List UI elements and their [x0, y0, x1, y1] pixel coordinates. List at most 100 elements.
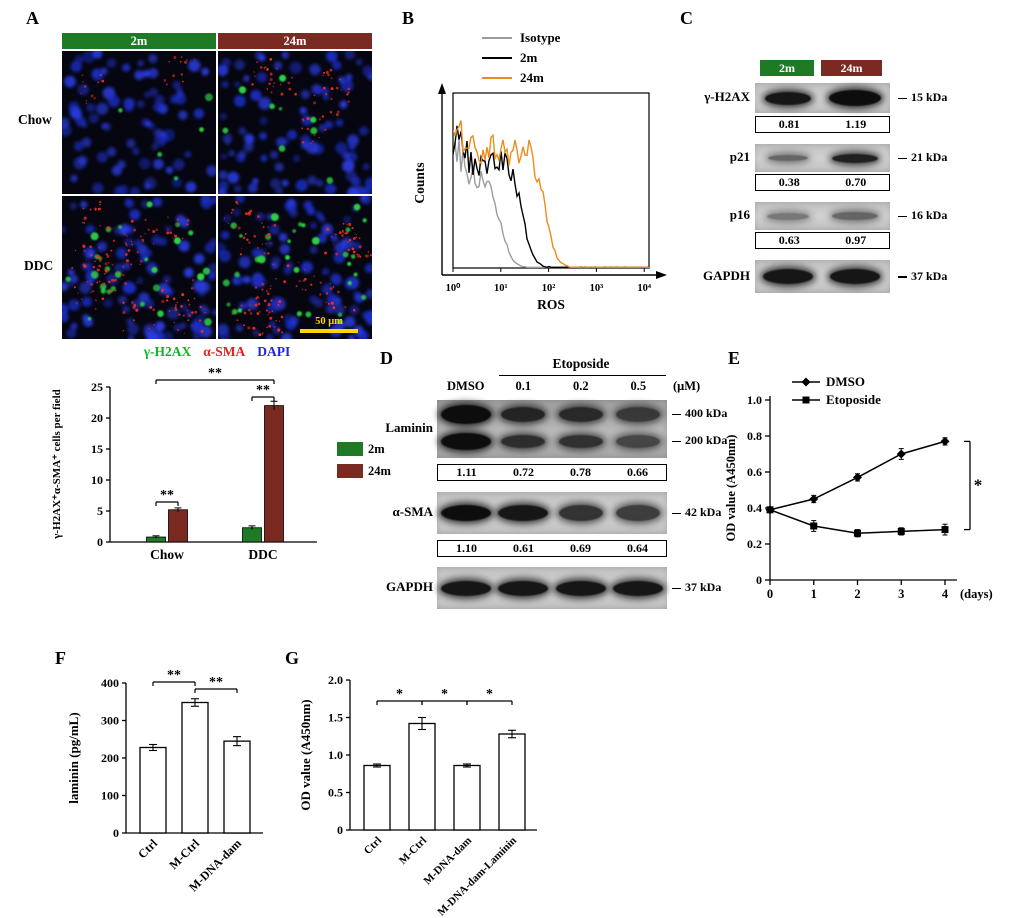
x-tick-label: 0: [767, 587, 773, 601]
y-tick-label: 20: [91, 411, 103, 425]
x-tick-label: 10⁴: [637, 283, 652, 294]
quant-value: 0.81: [778, 117, 800, 131]
blot-band: [558, 406, 603, 422]
quantification-values: 0.81 1.19: [755, 116, 890, 133]
legend-item-Isotype: Isotype: [482, 30, 560, 46]
column-header-2m: 2m: [62, 33, 216, 49]
significance-bracket: [194, 688, 238, 693]
marker-square: [810, 522, 818, 530]
column-header-24m: 24m: [218, 33, 372, 49]
y-tick-label: 0: [113, 826, 119, 840]
blot-strip-GAPDH: [437, 567, 667, 609]
kda-label: 37 kDa: [898, 269, 947, 284]
quant-value: 1.11: [456, 465, 477, 479]
y-axis-arrow: [438, 83, 446, 94]
significance-label: *: [396, 687, 403, 702]
y-tick-label: 1.0: [747, 393, 762, 407]
panel-c-western-blots: 2m 24m γ-H2AX 15 kDa 0.81 1.19 p21 21 kDa 0.38 0.…: [680, 50, 1020, 350]
quant-value: 1.19: [845, 117, 867, 131]
marker-diamond: [940, 436, 950, 446]
x-category-label: M-DNA-dam-Laminin: [435, 835, 519, 918]
legend-label: 24m: [368, 464, 392, 478]
bar-Chow-24m: [168, 509, 188, 543]
error-bar: [418, 716, 426, 731]
blot-strip-γ-H2AX: [755, 83, 890, 113]
axes: [765, 396, 957, 585]
flow-curve-2m: [453, 125, 649, 268]
protein-label-α-SMA: α-SMA: [392, 504, 433, 519]
quant-value: 0.72: [513, 465, 534, 479]
legend-line-swatch: [482, 36, 512, 40]
error-bar: [508, 729, 516, 739]
kda-label: 21 kDa: [898, 150, 947, 165]
quant-value: 0.66: [627, 465, 648, 479]
blot-band: [832, 153, 878, 163]
blot-band: [501, 434, 546, 448]
protein-label-GAPDH: GAPDH: [386, 579, 433, 594]
significance-label: **: [256, 383, 270, 398]
marker-diamond: [801, 377, 811, 387]
micrograph-DDC-2m: [62, 196, 216, 339]
y-tick-label: 0.6: [747, 465, 762, 479]
y-tick-label: 0: [337, 823, 343, 837]
blot-band: [501, 406, 546, 422]
marker-square: [897, 527, 905, 535]
legend-label: Isotype: [520, 30, 561, 45]
bar-M-DNA-dam: [223, 740, 251, 834]
y-tick-label: 2.0: [328, 673, 343, 687]
y-tick-label: 400: [101, 676, 119, 690]
y-tick-label: 10: [91, 473, 103, 487]
axes: [438, 83, 667, 279]
legend-label: Etoposide: [826, 392, 881, 407]
y-tick-label: 0: [97, 535, 103, 549]
x-category-label: M-Ctrl: [397, 835, 429, 867]
blot-strip-α-SMA: [437, 492, 667, 534]
ros-flow-histogram: 10⁰ 10¹ 10² 10³ 10⁴ ROS Counts: [412, 83, 667, 312]
blot-band: [440, 580, 491, 596]
panel-label-E: E: [728, 348, 741, 368]
lane-label-DMSO: DMSO: [447, 379, 485, 393]
protein-label-GAPDH: GAPDH: [703, 267, 750, 283]
blot-band: [767, 212, 809, 220]
blot-band: [498, 580, 549, 596]
y-tick-label: 0.4: [747, 501, 762, 515]
quant-value: 0.97: [845, 233, 867, 247]
micrograph-Chow-2m: [62, 51, 216, 194]
legend-swatch-2m: [337, 442, 363, 456]
kda-label: 42 kDa: [672, 505, 721, 520]
significance-bracket: [964, 440, 971, 531]
series-Etoposide: [766, 506, 949, 538]
treatment-underline: [499, 375, 666, 376]
error-bar: [149, 743, 157, 752]
panel-label-C: C: [680, 8, 693, 28]
series-DMSO: [765, 436, 950, 515]
fluor-label-DAPI: DAPI: [257, 344, 291, 359]
quant-value: 1.10: [456, 541, 477, 555]
marker-square: [766, 506, 774, 514]
blot-band: [440, 432, 491, 450]
x-tick-label: 10³: [590, 283, 604, 294]
lane-header-24m: 24m: [821, 60, 882, 76]
y-tick-label: 1.0: [328, 748, 343, 762]
od-bar-chart: 0 0.5 1.0 1.5 2.0 OD value (A450nm) Ctrl M-Ctrl…: [298, 673, 537, 918]
legend: DMSO Etoposide: [792, 374, 881, 407]
row-label-ddc: DDC: [24, 258, 54, 273]
x-tick-label: 3: [898, 587, 904, 601]
x-tick-label: 10⁰: [446, 282, 462, 294]
unit-label: (μM): [673, 379, 701, 393]
y-tick-label: 5: [97, 504, 103, 518]
error-bar: [248, 525, 256, 530]
x-tick-label: 10²: [542, 283, 556, 294]
blot-band: [555, 580, 606, 596]
significance-bracket: [155, 501, 179, 506]
bar-M-Ctrl: [181, 701, 209, 834]
legend-item-24m: 24m: [482, 70, 560, 86]
x-axis-label: ROS: [537, 297, 565, 312]
micrograph-DDC-24m: [218, 196, 372, 339]
panel-d-western-blots: Etoposide DMSO 0.1 0.2 0.5 (μM) Laminin 400 kDa…: [385, 352, 727, 618]
fluor-label-α-SMA: α-SMA: [203, 344, 246, 359]
quant-value: 0.78: [570, 465, 591, 479]
blot-band: [763, 269, 813, 284]
x-axis-arrow: [656, 271, 667, 279]
quantification-values: 0.63 0.97: [755, 232, 890, 249]
